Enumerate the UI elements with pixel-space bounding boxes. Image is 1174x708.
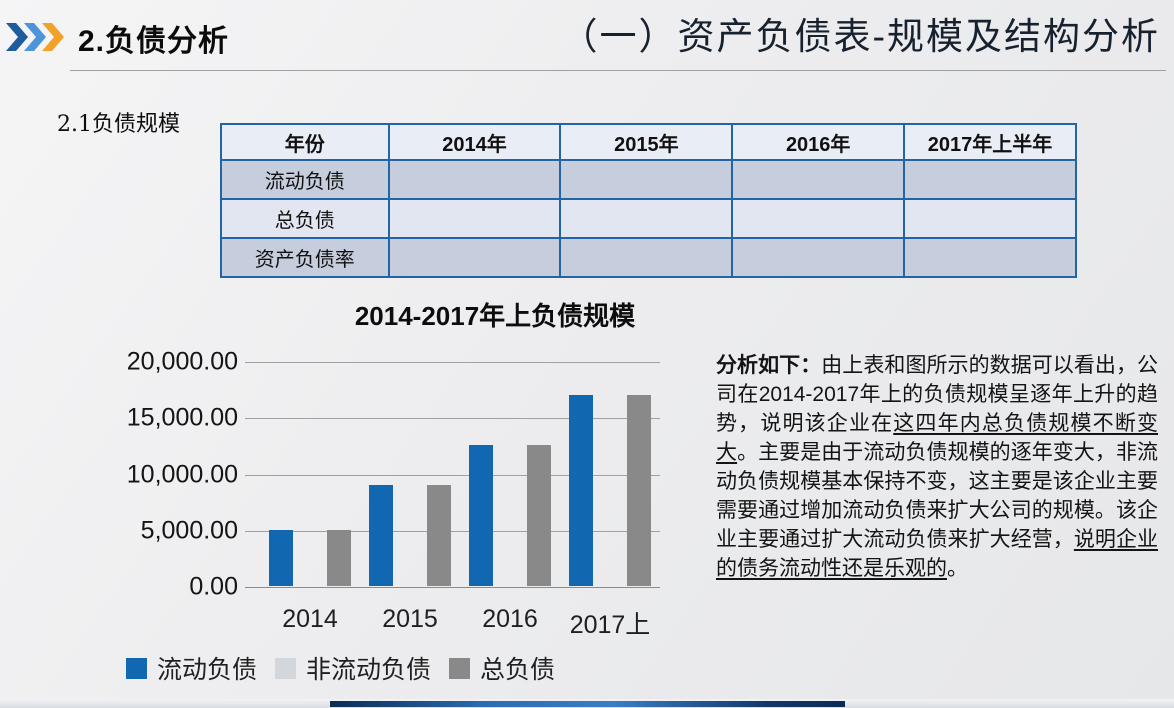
- analysis-lead: 分析如下：: [716, 354, 822, 377]
- y-tick-label: 5,000.00: [140, 516, 238, 545]
- analysis-segment: 由上表和图所示的数据可以看出，公司在2014-2017年上的负债规模呈逐年上升的…: [716, 354, 1158, 435]
- bar-总负债-2014: [327, 530, 351, 586]
- gridline: [245, 418, 660, 420]
- x-axis-line: [245, 587, 660, 588]
- y-tick-label: 20,000.00: [126, 347, 238, 376]
- analysis-text: 分析如下：由上表和图所示的数据可以看出，公司在2014-2017年上的负债规模呈…: [716, 351, 1158, 583]
- analysis-segment: 。主要是由于流动负债规模的逐年变大，非流动负债规模基本保持不变，这主要是该企业主…: [716, 441, 1159, 551]
- legend-swatch-icon: [126, 657, 147, 679]
- bar-总负债-2015: [427, 485, 451, 586]
- table-cell: [387, 159, 562, 200]
- x-tick-label: 2017上: [569, 611, 651, 639]
- gridline: [245, 362, 660, 363]
- bar-流动负债-2014: [269, 530, 293, 586]
- bar-总负债-2017上: [627, 395, 651, 586]
- table-col-header: 2015年: [559, 123, 734, 161]
- header-chevrons-icon: [6, 23, 64, 51]
- legend-item: 流动负债: [126, 650, 257, 686]
- table-col-header: 2017年上半年: [903, 123, 1077, 161]
- legend-label: 总负债: [480, 656, 556, 684]
- x-tick-label: 2016: [482, 605, 538, 633]
- legend-label: 非流动负债: [306, 656, 432, 684]
- header-divider: [70, 70, 1166, 71]
- page-title: 2.负债分析: [78, 25, 230, 58]
- gridline: [245, 530, 660, 532]
- table-row-label: 流动负债: [220, 159, 390, 200]
- legend-swatch-icon: [275, 657, 297, 679]
- slide-main-title: （一）资产负债表-规模及结构分析: [560, 15, 1160, 58]
- table-cell: [903, 237, 1077, 278]
- bar-流动负债-2017上: [569, 395, 593, 586]
- gridline: [245, 474, 660, 476]
- table-row-label: 总负债: [220, 198, 390, 239]
- table-cell: [559, 159, 734, 200]
- table-row: 资产负债率: [220, 237, 1077, 278]
- chevron-3-icon: [42, 23, 64, 51]
- bar-流动负债-2016: [469, 445, 493, 586]
- table-col-header: 2014年: [387, 123, 562, 161]
- bar-流动负债-2015: [369, 485, 393, 586]
- y-tick-label: 10,000.00: [126, 460, 238, 488]
- chevron-1-icon: [6, 23, 28, 51]
- chevron-2-icon: [24, 23, 46, 51]
- table-cell: [731, 159, 906, 200]
- table-cell: [387, 198, 562, 239]
- table-cell: [559, 198, 734, 239]
- footer-accent-bar: [330, 701, 845, 707]
- table-cell: [731, 198, 906, 239]
- table-col-header: 年份: [220, 123, 390, 161]
- table-cell: [387, 237, 562, 278]
- analysis-underlined: 说明企业的债务流动性还是乐观的: [716, 528, 1159, 580]
- chart-plot-area: 2014 2015 2016 2017上: [245, 362, 660, 639]
- bar-总负债-2016: [527, 445, 551, 586]
- chart-legend: 流动负债 非流动负债 总负债: [126, 650, 555, 686]
- table-row: 流动负债: [220, 159, 1077, 200]
- table-row: 总负债: [220, 198, 1077, 239]
- table-cell: [903, 198, 1077, 239]
- section-label: 2.1负债规模: [57, 112, 180, 137]
- x-tick-label: 2015: [382, 605, 438, 633]
- chart-title: 2014-2017年上负债规模: [354, 301, 636, 331]
- legend-item: 非流动负债: [275, 650, 431, 686]
- chart-y-axis-labels: 20,000.00 15,000.00 10,000.00 5,000.00 0.00: [90, 348, 238, 601]
- table-cell: [731, 237, 906, 278]
- table-cell: [559, 237, 734, 278]
- y-tick-label: 0.00: [189, 572, 238, 601]
- table-row-label: 资产负债率: [220, 237, 390, 278]
- debt-table: 年份 2014年 2015年 2016年 2017年上半年流动负债 总负债 资产负债率: [220, 123, 1077, 278]
- legend-item: 总负债: [449, 650, 555, 686]
- legend-swatch-icon: [449, 657, 471, 679]
- table-cell: [903, 159, 1077, 200]
- analysis-segment: 。: [947, 557, 968, 580]
- x-tick-label: 2014: [282, 605, 338, 633]
- table-col-header: 2016年: [731, 123, 906, 161]
- y-tick-label: 15,000.00: [126, 403, 238, 432]
- legend-label: 流动负债: [157, 656, 258, 684]
- analysis-underlined: 这四年内总负债规模不断变大: [716, 412, 1159, 464]
